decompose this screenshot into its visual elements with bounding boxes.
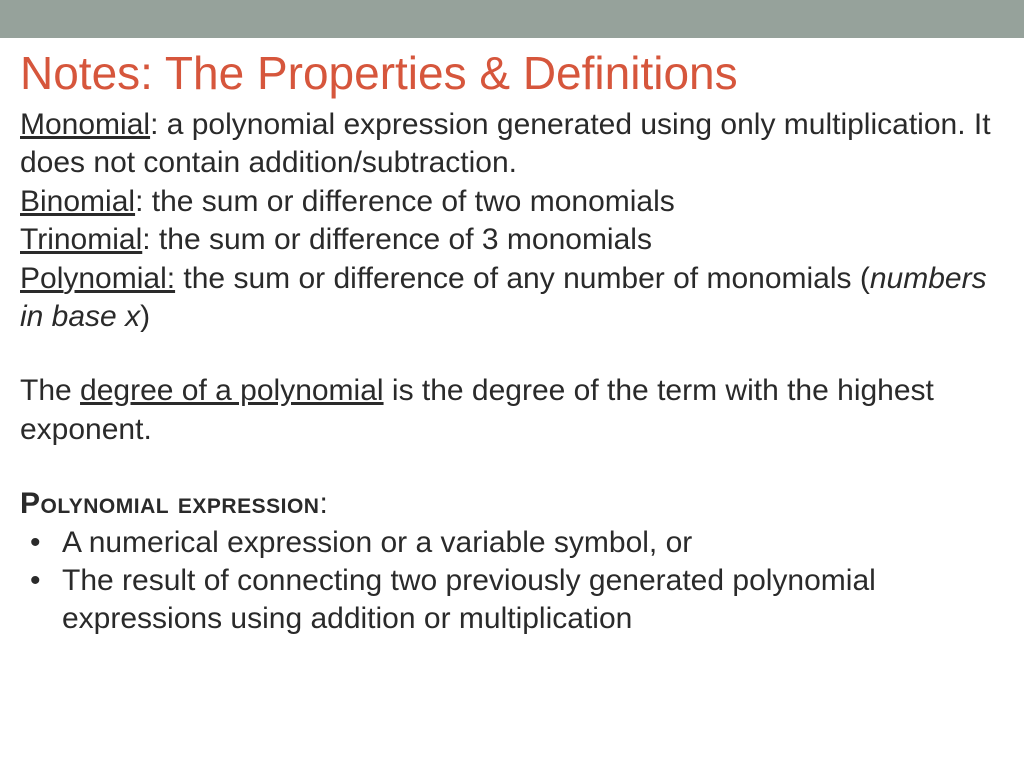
term-polynomial: Polynomial: bbox=[20, 262, 175, 295]
poly-expr-heading: Polynomial expression bbox=[20, 487, 319, 520]
list-item: A numerical expression or a variable sym… bbox=[20, 524, 1004, 562]
poly-expr-block: Polynomial expression: A numerical expre… bbox=[20, 485, 1004, 639]
definition-binomial: Binomial: the sum or difference of two m… bbox=[20, 183, 1004, 221]
definitions-block: Monomial: a polynomial expression genera… bbox=[20, 106, 1004, 336]
text-monomial: : a polynomial expression generated usin… bbox=[20, 108, 991, 179]
top-bar bbox=[0, 0, 1024, 38]
poly-expr-colon: : bbox=[319, 487, 327, 520]
text-trinomial: : the sum or difference of 3 monomials bbox=[142, 223, 652, 256]
paren-open: ( bbox=[860, 262, 870, 295]
definition-trinomial: Trinomial: the sum or difference of 3 mo… bbox=[20, 221, 1004, 259]
text-binomial: : the sum or difference of two monomials bbox=[135, 185, 675, 218]
paren-close: ) bbox=[140, 300, 150, 333]
degree-prefix: The bbox=[20, 374, 80, 407]
degree-block: The degree of a polynomial is the degree… bbox=[20, 372, 1004, 449]
text-polynomial: the sum or difference of any number of m… bbox=[175, 262, 860, 295]
list-item: The result of connecting two previously … bbox=[20, 562, 1004, 639]
definition-polynomial: Polynomial: the sum or difference of any… bbox=[20, 260, 1004, 337]
slide-content: Notes: The Properties & Definitions Mono… bbox=[0, 38, 1024, 639]
term-binomial: Binomial bbox=[20, 185, 135, 218]
slide-title: Notes: The Properties & Definitions bbox=[20, 46, 1004, 100]
term-monomial: Monomial bbox=[20, 108, 150, 141]
degree-underlined: degree of a polynomial bbox=[80, 374, 384, 407]
poly-expr-heading-line: Polynomial expression: bbox=[20, 485, 1004, 523]
poly-expr-bullets: A numerical expression or a variable sym… bbox=[20, 524, 1004, 639]
definition-monomial: Monomial: a polynomial expression genera… bbox=[20, 106, 1004, 183]
term-trinomial: Trinomial bbox=[20, 223, 142, 256]
